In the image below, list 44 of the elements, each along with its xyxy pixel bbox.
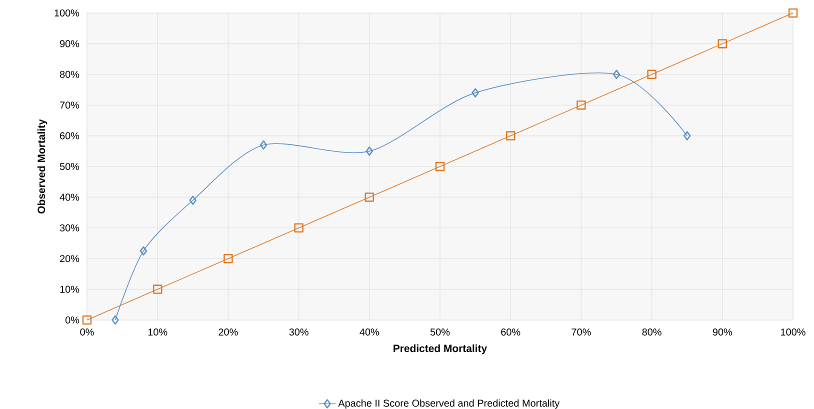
y-tick-label: 50%	[60, 162, 80, 170]
y-tick-label: 40%	[60, 194, 80, 201]
y-tick-label: 100%	[54, 9, 80, 17]
x-tick-label: 90%	[712, 328, 732, 336]
point	[294, 223, 304, 233]
y-axis-title: Observed Mortality	[37, 119, 48, 214]
x-tick-label: 0%	[80, 328, 94, 336]
point	[189, 196, 197, 205]
point	[576, 100, 586, 110]
point	[435, 162, 445, 172]
x-axis-title: Predicted Mortality	[394, 344, 488, 354]
y-tick-label: 80%	[60, 70, 80, 78]
x-tick-label: 30%	[289, 328, 308, 336]
point	[364, 192, 374, 202]
point	[224, 254, 233, 264]
point	[82, 315, 92, 325]
x-tick-label: 40%	[360, 328, 380, 336]
x-tick-label: 20%	[218, 328, 238, 336]
point	[683, 131, 691, 140]
point	[718, 39, 728, 48]
point	[260, 140, 268, 150]
point	[647, 70, 656, 80]
y-tick-label: 0%	[65, 316, 80, 324]
point	[140, 246, 148, 256]
y-tick-label: 90%	[60, 40, 80, 48]
x-tick-label: 100%	[781, 328, 806, 336]
point	[472, 88, 479, 98]
point	[366, 146, 374, 156]
x-tick-label: 70%	[572, 328, 591, 336]
x-tick-label: 80%	[642, 328, 662, 336]
legend-label: Apache II Score Observed and Predicted Mortality	[338, 399, 560, 409]
y-tick-label: 70%	[60, 102, 80, 109]
point	[612, 70, 620, 80]
point	[112, 315, 119, 325]
y-tick-label: 10%	[60, 286, 80, 293]
y-tick-label: 20%	[60, 255, 80, 262]
y-tick-label: 60%	[60, 132, 80, 140]
x-tick-label: 60%	[501, 328, 520, 336]
x-tick-label: 50%	[430, 328, 450, 336]
point	[788, 8, 798, 18]
x-tick-label: 10%	[148, 328, 168, 336]
y-tick-label: 30%	[60, 224, 80, 232]
point	[506, 131, 516, 140]
point	[152, 284, 162, 294]
